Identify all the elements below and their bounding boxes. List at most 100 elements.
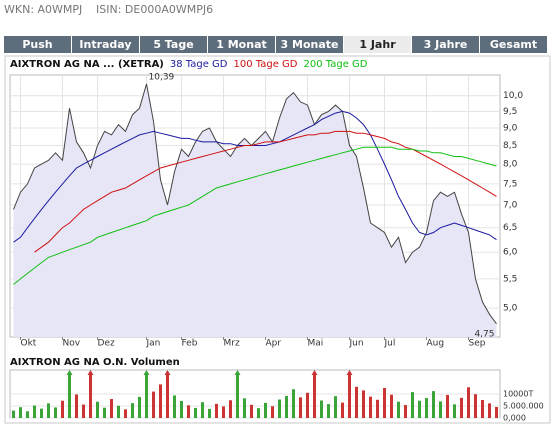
tab[interactable] [412,36,479,53]
overflow-arrow [164,370,171,375]
volume-bar [257,408,260,418]
volume-bar [103,407,106,418]
tab[interactable] [276,36,343,53]
volume-bar [194,407,197,418]
x-tick-label: Sep [469,339,486,349]
y-tick-label: 8,0 [503,160,518,170]
volume-bar [334,396,337,418]
moving-average-line [13,110,497,243]
volume-bar [96,401,99,418]
volume-bar [33,405,36,418]
x-tick-label: Feb [182,339,198,349]
value-label: 10,39 [149,73,175,83]
volume-bar [488,403,491,418]
tab[interactable] [4,36,71,53]
volume-bar [320,400,323,418]
volume-bar [117,405,120,418]
overflow-arrow [87,370,94,375]
volume-bar [495,406,498,418]
volume-bar [376,399,379,418]
volume-bar [187,405,190,418]
y-tick-label: 8,5 [503,141,517,151]
y-tick-label: 5.000.000 [503,402,544,411]
tab-label[interactable]: 3 Monate [281,38,339,51]
volume-bar [250,404,253,418]
moving-average-line [13,146,497,285]
volume-bar [166,374,169,418]
volume-bar [152,391,155,418]
chart-title: AIXTRON AG NA O.N. Volumen [10,357,180,368]
overflow-arrow [311,370,318,375]
moving-average-line [34,130,497,253]
y-tick-label: 9,0 [503,124,518,134]
tab[interactable] [344,36,411,53]
tab-label[interactable]: 5 Tage [153,38,193,51]
y-tick-label: 10000T [503,390,533,399]
volume-bar [47,403,50,418]
volume-bar [215,403,218,418]
x-tick-label: Aug [427,339,445,349]
overflow-arrow [143,370,150,375]
x-tick-label: Jun [349,339,364,349]
volume-bar [173,395,176,418]
volume-bar [362,390,365,418]
y-tick-label: 9,5 [503,107,517,117]
tab-label[interactable]: Push [22,38,52,51]
tab-label[interactable]: 1 Monat [216,38,267,51]
volume-bar [432,391,435,418]
volume-bar [313,374,316,418]
y-tick-label: 7,0 [503,201,518,211]
x-tick-label: Jan [146,339,161,349]
volume-bar [481,400,484,418]
price-line [13,83,497,325]
tab[interactable] [72,36,139,53]
volume-bar [19,407,22,418]
tab-label[interactable]: Intraday [79,38,131,51]
volume-bar [418,400,421,418]
volume-bar [299,397,302,418]
legend-entry: 200 Tage GD [304,59,368,70]
volume-bar [54,407,57,418]
price-area [13,84,497,337]
volume-bar [271,406,274,418]
volume-bar [467,387,470,418]
volume-bar [285,395,288,418]
volume-bar [397,401,400,418]
tab[interactable] [208,36,275,53]
volume-bar [110,399,113,418]
overflow-arrow [66,370,73,375]
volume-bar [348,374,351,418]
x-tick-label: Mai [308,339,324,349]
tab-label[interactable]: 1 Jahr [359,38,396,51]
volume-bar [453,404,456,418]
volume-bar [124,409,127,418]
isin: ISIN: DE000A0WMPJ6 [96,3,213,16]
tab[interactable] [480,36,547,53]
volume-bar [201,402,204,418]
tab[interactable] [140,36,207,53]
chart-title: AIXTRON AG NA ... (XETRA) [10,59,164,70]
x-tick-label: Mrz [224,339,240,349]
volume-bar [131,403,134,418]
volume-bar [369,396,372,418]
volume-bar [208,408,211,418]
volume-bar [411,392,414,418]
volume-bar [159,384,162,418]
volume-bar [40,408,43,418]
volume-bar [68,374,71,418]
tab-label[interactable]: Gesamt [490,38,537,51]
wkn: WKN: A0WMPJ [4,3,82,16]
volume-bar [236,374,239,418]
volume-bar [383,388,386,418]
tab-label[interactable]: 3 Jahre [424,38,468,51]
y-tick-label: 7,5 [503,179,517,189]
volume-bar [474,394,477,418]
volume-bar [446,394,449,418]
volume-bar [26,411,29,418]
x-tick-label: Apr [266,339,282,349]
x-tick-label: Jul [384,339,396,349]
x-tick-label: Dez [98,339,115,349]
x-tick-label: Nov [63,339,81,349]
x-tick-label: Okt [21,339,37,349]
